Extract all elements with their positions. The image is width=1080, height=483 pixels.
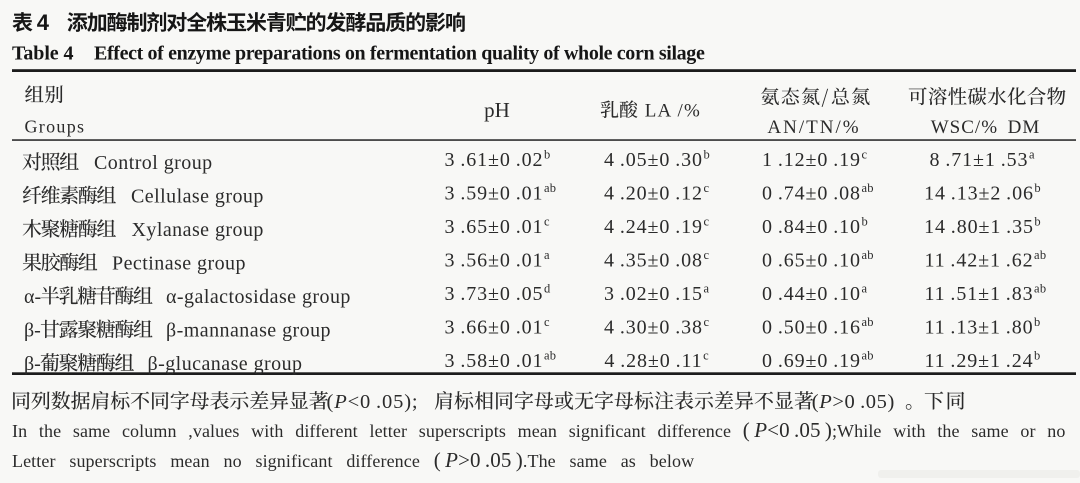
svg-text:0 .50±0 .16: 0 .50±0 .16	[762, 317, 861, 339]
svg-text:β-glucanase group: β-glucanase group	[148, 353, 303, 375]
svg-text:Xylanase group: Xylanase group	[132, 219, 264, 241]
svg-text:b: b	[1034, 181, 1041, 195]
svg-text:AN/TN/%: AN/TN/%	[767, 117, 860, 138]
svg-text:4 .20±0 .12: 4 .20±0 .12	[604, 183, 703, 205]
svg-text:3 .65±0 .01: 3 .65±0 .01	[445, 216, 544, 238]
svg-text:α-: α-	[24, 286, 41, 308]
svg-text:4 .30±0 .38: 4 .30±0 .38	[604, 317, 703, 339]
svg-text:c: c	[703, 181, 709, 195]
svg-text:ab: ab	[544, 349, 556, 363]
svg-text:11 .51±1 .83: 11 .51±1 .83	[924, 283, 1033, 305]
svg-text:β-: β-	[24, 320, 41, 342]
svg-text:c: c	[703, 349, 709, 363]
svg-text:LA /%: LA /%	[645, 101, 701, 122]
svg-text:a: a	[703, 282, 709, 296]
svg-text:Control group: Control group	[94, 152, 213, 174]
svg-text:3 .73±0 .05: 3 .73±0 .05	[445, 283, 544, 305]
svg-text:Cellulase group: Cellulase group	[131, 186, 264, 208]
svg-text:3 .66±0 .01: 3 .66±0 .01	[445, 317, 544, 339]
svg-text:Pectinase group: Pectinase group	[112, 253, 246, 275]
svg-text:3 .58±0 .01: 3 .58±0 .01	[445, 350, 544, 372]
svg-text:11 .13±1 .80: 11 .13±1 .80	[924, 317, 1033, 339]
svg-text:pH: pH	[484, 98, 510, 122]
svg-text:WSC/% DM: WSC/% DM	[931, 117, 1041, 138]
svg-text:a: a	[1029, 148, 1035, 162]
svg-text:ab: ab	[861, 248, 873, 262]
svg-text:11 .29±1 .24: 11 .29±1 .24	[924, 350, 1033, 372]
svg-text:b: b	[861, 215, 868, 229]
svg-text:b: b	[1034, 215, 1041, 229]
svg-text:8 .71±1 .53: 8 .71±1 .53	[930, 149, 1029, 171]
svg-text:0 .84±0 .10: 0 .84±0 .10	[762, 216, 861, 238]
svg-text:14 .13±2 .06: 14 .13±2 .06	[924, 183, 1034, 205]
svg-text:b: b	[1034, 315, 1041, 329]
svg-text:d: d	[544, 282, 551, 296]
svg-text:0 .65±0 .10: 0 .65±0 .10	[762, 250, 861, 272]
svg-text:Effect of enzyme preparations: Effect of enzyme preparations on ferment…	[94, 43, 705, 65]
svg-text:c: c	[703, 248, 709, 262]
svg-text:β-: β-	[24, 353, 41, 375]
svg-text:11 .42±1 .62: 11 .42±1 .62	[924, 250, 1033, 272]
svg-text:a: a	[544, 248, 550, 262]
svg-text:(P>0 .05): (P>0 .05)	[812, 391, 895, 413]
svg-text:b: b	[544, 148, 551, 162]
svg-text:Letter superscripts mean no si: Letter superscripts mean no significant …	[12, 448, 694, 472]
svg-text:0 .74±0 .08: 0 .74±0 .08	[762, 183, 861, 205]
svg-text:b: b	[1034, 349, 1041, 363]
svg-text:4 .05±0 .30: 4 .05±0 .30	[604, 149, 703, 171]
svg-text:0 .69±0 .19: 0 .69±0 .19	[762, 350, 861, 372]
svg-text:4 .28±0 .11: 4 .28±0 .11	[604, 350, 702, 372]
svg-text:ab: ab	[861, 181, 873, 195]
svg-text:β-mannanase group: β-mannanase group	[166, 320, 331, 342]
svg-text:a: a	[861, 282, 867, 296]
svg-text:c: c	[703, 215, 709, 229]
svg-text:14 .80±1 .35: 14 .80±1 .35	[924, 216, 1034, 238]
svg-text:b: b	[703, 148, 710, 162]
svg-text:3 .56±0 .01: 3 .56±0 .01	[445, 250, 544, 272]
svg-text:c: c	[544, 215, 550, 229]
svg-text:0 .44±0 .10: 0 .44±0 .10	[762, 283, 861, 305]
svg-text:c: c	[703, 315, 709, 329]
svg-text:4: 4	[37, 10, 50, 35]
svg-text:(P<0 .05);: (P<0 .05);	[327, 391, 419, 413]
svg-text:In the same column ,values wit: In the same column ,values with differen…	[12, 418, 1065, 442]
svg-text:ab: ab	[1034, 248, 1046, 262]
svg-text:ab: ab	[861, 349, 873, 363]
svg-text:4 .24±0 .19: 4 .24±0 .19	[604, 216, 703, 238]
svg-text:3 .02±0 .15: 3 .02±0 .15	[604, 283, 703, 305]
svg-text:3 .61±0 .02: 3 .61±0 .02	[445, 149, 544, 171]
svg-text:c: c	[544, 315, 550, 329]
svg-text:4 .35±0 .08: 4 .35±0 .08	[604, 250, 703, 272]
svg-text:Groups: Groups	[25, 117, 86, 137]
svg-text:ab: ab	[544, 181, 556, 195]
svg-text:Table 4: Table 4	[12, 43, 73, 65]
svg-text:α-galactosidase group: α-galactosidase group	[166, 286, 351, 308]
svg-text:3 .59±0 .01: 3 .59±0 .01	[445, 183, 544, 205]
svg-text:1 .12±0 .19: 1 .12±0 .19	[762, 149, 861, 171]
svg-text:c: c	[861, 148, 867, 162]
svg-text:ab: ab	[861, 315, 873, 329]
svg-text:ab: ab	[1034, 282, 1046, 296]
